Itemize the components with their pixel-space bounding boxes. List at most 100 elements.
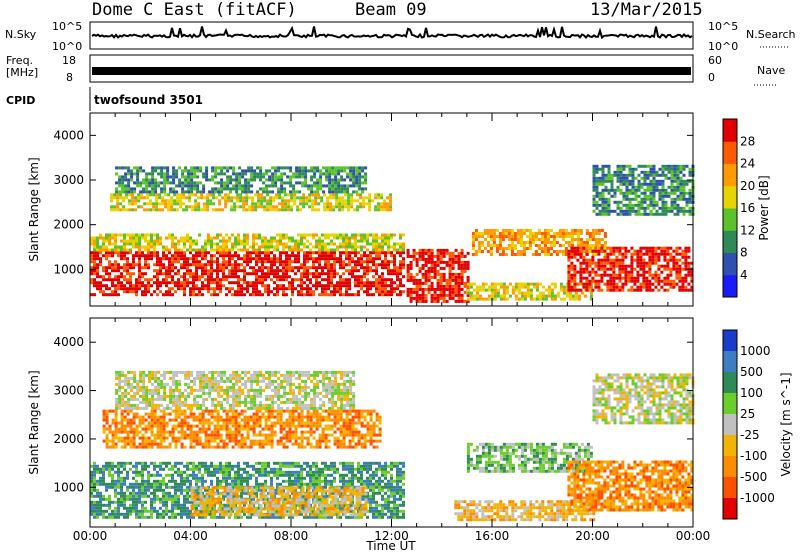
power-cell	[399, 290, 402, 294]
power-cell	[273, 272, 276, 276]
power-cell	[195, 248, 198, 252]
power-cell	[210, 263, 213, 267]
power-cell	[154, 169, 158, 173]
power-cell	[466, 288, 470, 292]
power-cell	[399, 281, 402, 285]
power-cell	[189, 269, 192, 273]
power-cell	[328, 172, 332, 176]
power-cell	[358, 175, 362, 179]
power-cell	[276, 275, 279, 279]
power-cell	[469, 291, 473, 295]
velocity-cell	[99, 491, 102, 495]
velocity-cell	[129, 509, 132, 513]
power-cell	[663, 258, 667, 262]
power-cell	[314, 196, 318, 200]
power-cell	[255, 269, 258, 273]
velocity-cell	[225, 470, 228, 474]
velocity-cell	[168, 515, 171, 519]
velocity-cell	[210, 479, 213, 483]
power-cell	[667, 209, 671, 213]
power-cell	[164, 205, 168, 209]
power-cell	[424, 272, 428, 276]
power-cell	[205, 172, 209, 176]
power-cell	[553, 297, 557, 301]
power-cell	[264, 239, 267, 243]
power-cell	[636, 264, 640, 268]
power-cell	[298, 169, 302, 173]
power-cell	[603, 264, 607, 268]
power-cell	[234, 260, 237, 264]
velocity-cell	[141, 476, 144, 480]
power-cell	[280, 166, 284, 170]
power-cell	[327, 242, 330, 246]
power-cell	[257, 196, 261, 200]
power-cell	[205, 178, 209, 182]
power-cell	[150, 257, 153, 261]
power-cell	[631, 206, 635, 210]
velocity-cell	[132, 509, 135, 513]
power-cell	[652, 197, 656, 201]
power-cell	[631, 197, 635, 201]
velocity-cell	[177, 494, 180, 498]
power-cell	[151, 178, 155, 182]
power-cell	[99, 260, 102, 264]
power-cell	[249, 281, 252, 285]
velocity-cell	[171, 506, 174, 510]
power-cell	[564, 247, 568, 250]
velocity-cell	[219, 470, 222, 474]
power-cell	[642, 258, 646, 262]
power-cell	[381, 263, 384, 267]
velocity-cell	[90, 476, 93, 480]
power-cell	[346, 187, 350, 191]
power-cell	[607, 188, 611, 192]
power-cell	[451, 263, 455, 267]
power-cell	[90, 236, 93, 240]
power-cell	[291, 245, 294, 249]
power-cell	[406, 251, 410, 255]
power-cell	[186, 284, 189, 288]
power-cell	[306, 260, 309, 264]
velocity-cell	[180, 491, 183, 495]
power-cell	[433, 263, 437, 267]
power-cell	[315, 284, 318, 288]
power-cell	[433, 266, 437, 270]
power-cell	[415, 272, 419, 276]
power-cell	[347, 199, 351, 203]
power-cell	[361, 169, 365, 173]
power-cell	[129, 239, 132, 243]
power-cell	[378, 248, 381, 252]
power-cell	[289, 184, 293, 188]
power-cell	[297, 284, 300, 288]
power-cell	[366, 290, 369, 294]
power-cell	[687, 246, 691, 250]
power-cell	[421, 296, 425, 300]
power-cell	[348, 245, 351, 249]
power-cell	[192, 263, 195, 267]
power-cell	[105, 269, 108, 273]
power-cell	[573, 285, 577, 289]
power-cell	[157, 166, 161, 170]
power-cell	[480, 232, 484, 235]
power-cell	[134, 208, 138, 212]
velocity-cell	[183, 506, 186, 510]
power-cell	[252, 245, 255, 249]
power-cell	[621, 282, 625, 286]
velocity-cell	[198, 464, 201, 468]
power-cell	[381, 293, 384, 297]
velocity-cell	[138, 512, 141, 516]
power-cell	[235, 181, 239, 185]
power-cell	[612, 258, 616, 262]
power-cell	[117, 287, 120, 291]
velocity-cell	[261, 473, 264, 477]
power-cell	[495, 235, 499, 238]
power-cell	[622, 182, 626, 186]
power-cell	[342, 266, 345, 270]
velocity-cell	[129, 506, 132, 510]
velocity-cell	[99, 482, 102, 486]
power-cell	[600, 279, 604, 283]
power-cell	[640, 170, 644, 174]
power-cell	[174, 242, 177, 246]
power-cell	[259, 175, 263, 179]
power-cell	[594, 229, 598, 232]
power-cell	[239, 205, 243, 209]
